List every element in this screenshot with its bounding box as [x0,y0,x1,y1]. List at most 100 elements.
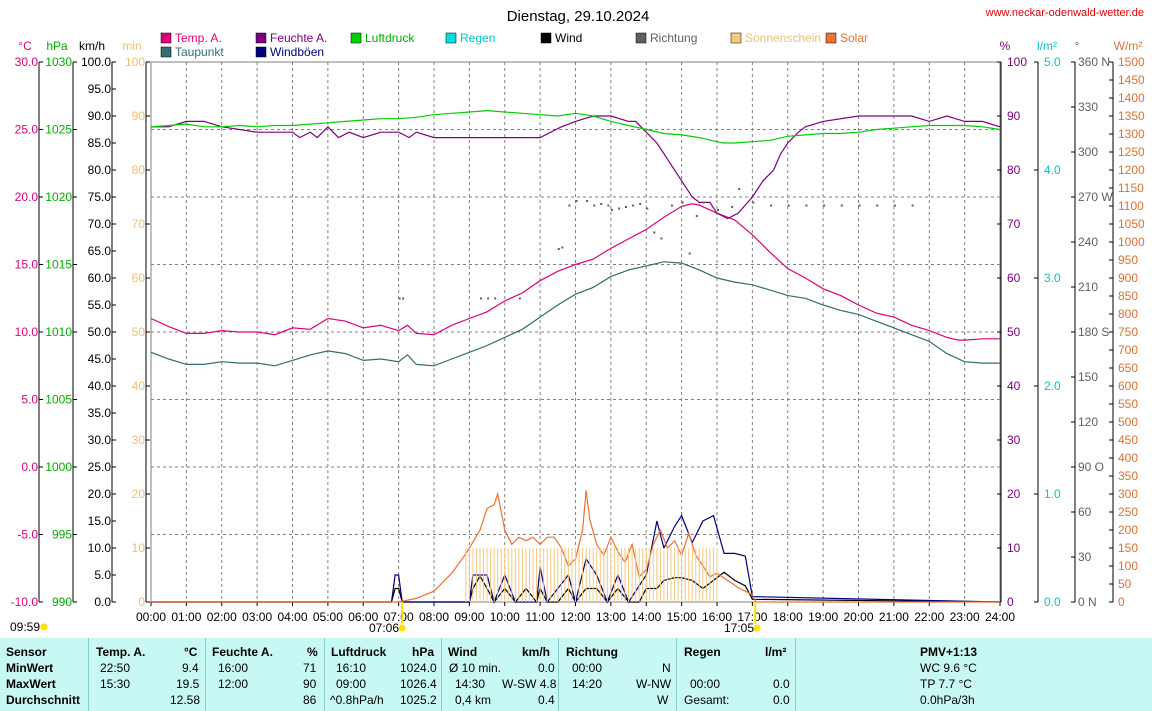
x-tick-label: 24:00 [985,610,1015,624]
legend-swatch [445,32,457,44]
x-tick-label: 10:00 [490,610,520,624]
temp-min-value: 9.4 [182,661,199,675]
header-wind: Wind [448,645,478,659]
weather-chart: Dienstag, 29.10.2024 www.neckar-odenwald… [10,7,1145,635]
wind-axis-tick-label: 55.0 [88,298,112,312]
solar-axis-tick-label: 500 [1118,415,1138,429]
x-tick-label: 06:00 [348,610,378,624]
wind-axis-tick-label: 5.0 [94,568,111,582]
x-tick-label: 14:00 [631,610,661,624]
temp-max-value: 19.5 [176,677,200,691]
wind-max-value: W-SW 4.8 [502,677,557,691]
pres-avg: 1025.2 [400,693,437,707]
x-tick-label: 13:00 [596,610,626,624]
direction-axis-tick-label: 240 [1078,235,1098,249]
wind-unit: km/h [79,39,105,53]
sunshine-axis-tick-label: 60 [132,271,146,285]
sunshine-axis-tick-label: 10 [132,541,146,555]
x-tick-label: 20:00 [843,610,873,624]
temp-axis-tick-label: 10.0 [15,325,39,339]
header-direction: Richtung [566,645,618,659]
series-layer [150,109,1001,604]
solar-axis-tick-label: 1200 [1118,163,1145,177]
direction-point [681,201,684,204]
pressure-axis-tick-label: 1015 [45,258,72,272]
direction-point [911,204,914,207]
wind-axis-tick-label: 35.0 [88,406,112,420]
grid [151,62,1000,602]
header-pressure-unit: hPa [412,645,435,659]
dir-avg: W [657,693,669,707]
solar-axis-tick-label: 650 [1118,361,1138,375]
site-link[interactable]: www.neckar-odenwald-wetter.de [985,7,1144,19]
pressure-axis-tick-label: 995 [52,528,72,542]
direction-point [610,209,613,211]
temp-axis-tick-label: 15.0 [15,258,39,272]
legend-swatch [540,32,552,44]
solar-axis-tick-label: 350 [1118,469,1138,483]
direction-axis-tick-label: 300 [1078,145,1098,159]
dir-min-value: N [662,661,671,675]
pmv-trend: 0.0hPa/3h [920,693,975,707]
solar-axis-tick-label: 1050 [1118,217,1145,231]
x-tick-label: 04:00 [277,610,307,624]
direction-axis-tick-label: 360 N [1078,55,1110,69]
pressure-axis-tick-label: 1000 [45,460,72,474]
legend-label: Taupunkt [175,45,224,59]
pressure-axis-tick-label: 1020 [45,190,72,204]
direction-point [557,248,560,250]
temp-axis-tick-label: -5.0 [17,528,38,542]
solar-axis-tick-label: 1150 [1118,181,1144,195]
direction-point [607,204,610,207]
direction-point [660,237,663,240]
rain-axis-tick-label: 3.0 [1044,271,1061,285]
humidity-unit: % [1000,39,1011,53]
sunshine-axis-tick-label: 70 [132,217,146,231]
direction-point [717,209,719,211]
temp-min-time: 22:50 [100,661,131,675]
solar-axis-tick-label: 1000 [1118,235,1145,249]
direction-point [487,297,490,300]
direction-point [840,204,843,207]
solar-axis-tick-label: 150 [1118,541,1138,555]
humidity-axis-tick-label: 50 [1007,325,1021,339]
wind-axis-tick-label: 50.0 [88,325,112,339]
solar-axis-tick-label: 100 [1118,559,1138,573]
x-tick-label: 02:00 [207,610,237,624]
wind-axis-tick-label: 10.0 [88,541,112,555]
legend-swatch [255,46,267,58]
solar-axis-tick-label: 900 [1118,271,1138,285]
solar-axis-tick-label: 50 [1118,577,1132,591]
solar-axis-tick-label: 1250 [1118,145,1145,159]
header-temp-unit: °C [184,645,198,659]
x-tick-label: 03:00 [242,610,272,624]
pressure-axis-tick-label: 1030 [45,55,72,69]
direction-point [770,204,773,207]
rain-max-value: 0.0 [773,677,790,691]
direction-point [702,201,705,204]
temp-max-time: 15:30 [100,677,131,691]
x-tick-label: 00:00 [136,610,166,624]
legend-label: Windböen [270,45,324,59]
direction-point [625,206,628,208]
legend-label: Richtung [650,31,697,45]
legend-label: Feuchte A. [270,31,327,45]
header-rain-unit: l/m² [765,645,787,659]
temp-unit: °C [18,39,32,53]
legend-label: Regen [460,31,495,45]
dir-max-value: W-NW [636,677,672,691]
header-wind-unit: km/h [522,645,551,659]
wind-axis-tick-label: 75.0 [88,190,112,204]
direction-axis-tick-label: 120 [1078,415,1098,429]
pres-trend: ^0.8hPa/h [330,693,384,707]
wind-axis-tick-label: 20.0 [88,487,112,501]
solar-axis-tick-label: 800 [1118,307,1138,321]
x-tick-label: 17:00 [737,610,767,624]
direction-point [695,215,698,217]
direction-point [494,297,497,300]
legend-swatch [255,32,267,44]
direction-point [646,207,649,210]
direction-point [593,204,596,207]
series-solar [151,490,1000,603]
rain-axis-tick-label: 0.0 [1044,595,1061,609]
